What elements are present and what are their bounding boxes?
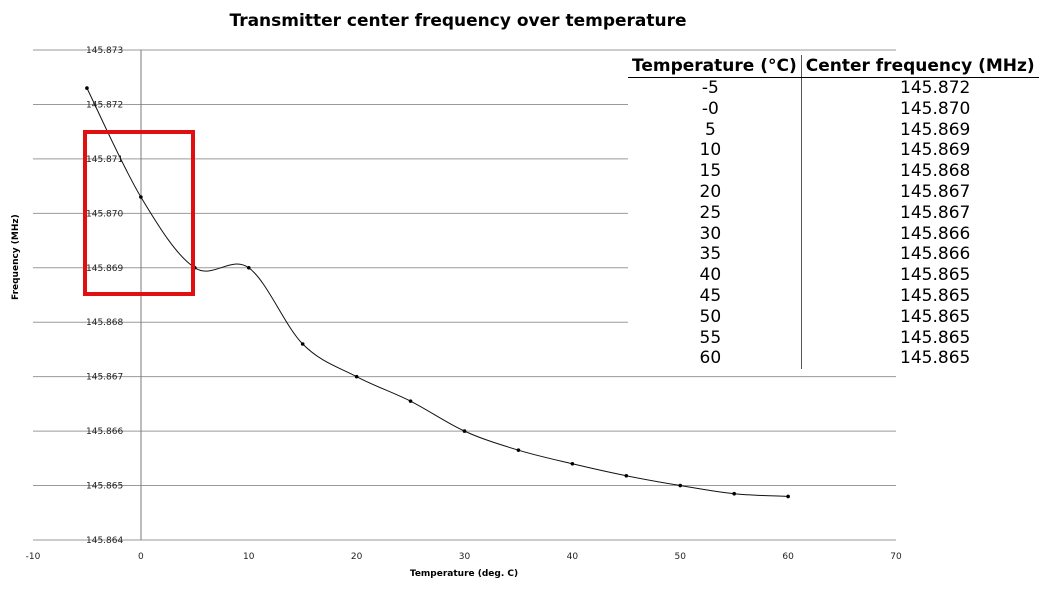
table-cell-temperature: 15 <box>628 161 802 182</box>
x-tick-label: 0 <box>138 552 144 562</box>
table-header-row: Temperature (°C) Center frequency (MHz) <box>628 55 1039 78</box>
table-cell-temperature: 20 <box>628 181 802 203</box>
y-tick-label: 145.872 <box>86 100 123 110</box>
data-point <box>678 483 683 488</box>
y-tick-label: 145.866 <box>86 427 123 437</box>
y-tick-label: 145.868 <box>86 318 123 328</box>
table-cell-frequency: 145.872 <box>900 78 971 98</box>
y-tick-label: 145.865 <box>86 482 123 492</box>
table-row: -0 145.870 <box>628 98 1039 120</box>
data-point <box>624 473 629 478</box>
table-row: 20 145.867 <box>628 181 1039 203</box>
table-cell-temperature: 25 <box>628 202 802 224</box>
data-point <box>85 86 89 90</box>
x-tick-label: 70 <box>890 552 902 562</box>
data-point <box>139 195 143 199</box>
table-cell-temperature: 30 <box>628 223 802 245</box>
data-point <box>408 399 413 403</box>
table-cell-frequency: 145.870 <box>900 98 971 119</box>
table-cell-frequency: 145.869 <box>900 140 971 161</box>
y-tick-label: 145.864 <box>86 536 123 546</box>
x-tick-label: 10 <box>243 552 255 562</box>
y-tick-label: 145.869 <box>86 264 123 274</box>
table-cell-temperature: 10 <box>628 140 802 162</box>
y-tick-label: 145.867 <box>86 373 123 383</box>
data-point <box>354 374 359 379</box>
table-row: 25 145.867 <box>628 202 1039 224</box>
table-row: 40 145.865 <box>628 265 1039 286</box>
table-cell-frequency: 145.865 <box>900 306 971 327</box>
table-cell-frequency: 145.865 <box>900 265 971 286</box>
data-point <box>570 461 575 466</box>
table-cell-temperature: -0 <box>628 98 802 120</box>
y-tick-label: 145.870 <box>86 209 123 219</box>
y-tick-label: 145.871 <box>86 155 123 165</box>
tick-labels: 145.873 145.872 145.871 145.870 145.869 145.8… <box>26 46 902 562</box>
table-header-temperature: Temperature (°C) <box>628 55 802 78</box>
table-cell-frequency: 145.866 <box>900 223 971 244</box>
table-row: 45 145.865 <box>628 285 1039 307</box>
chart-title: Transmitter center frequency over temper… <box>229 11 687 31</box>
table-cell-frequency: 145.865 <box>900 327 971 348</box>
data-point <box>300 342 305 346</box>
table-cell-temperature: 35 <box>628 244 802 266</box>
data-point <box>516 448 521 452</box>
table-cell-frequency: 145.869 <box>900 119 971 140</box>
data-point <box>786 494 790 499</box>
x-tick-label: 20 <box>351 552 363 562</box>
data-point <box>462 429 467 433</box>
x-axis-label: Temperature (deg. C) <box>409 569 519 579</box>
highlight-box <box>83 130 195 296</box>
table-cell-frequency: 145.867 <box>900 202 971 223</box>
table-cell-frequency: 145.865 <box>900 285 971 306</box>
table-row: 60 145.865 <box>628 348 1039 370</box>
table-row: 15 145.868 <box>628 161 1039 182</box>
table-cell-frequency: 145.868 <box>900 161 971 182</box>
table-cell-temperature: -5 <box>628 77 802 99</box>
table-row: 55 145.865 <box>628 327 1039 349</box>
table-cell-temperature: 60 <box>628 348 802 370</box>
table-cell-temperature: 5 <box>628 119 802 141</box>
table-cell-temperature: 45 <box>628 285 802 307</box>
x-tick-label: 40 <box>567 552 579 562</box>
data-point <box>732 491 736 496</box>
x-tick-label: 30 <box>459 552 471 562</box>
data-point <box>246 265 251 270</box>
table-cell-frequency: 145.867 <box>900 181 971 202</box>
table-cell-temperature: 50 <box>628 306 802 328</box>
table-row: 5 145.869 <box>628 119 1039 141</box>
table-cell-temperature: 40 <box>628 265 802 286</box>
table-row: 50 145.865 <box>628 306 1039 328</box>
data-table: Temperature (°C) Center frequency (MHz) … <box>628 55 1039 370</box>
table-cell-frequency: 145.865 <box>900 348 971 369</box>
table-cell-frequency: 145.866 <box>900 244 971 265</box>
x-tick-label: -10 <box>26 552 41 562</box>
table-body: -5 145.872 -0 145.870 5 145.869 10 145.869 15 145… <box>628 77 1039 370</box>
table-row: 35 145.866 <box>628 244 1039 266</box>
table-row: -5 145.872 <box>628 77 1039 99</box>
x-tick-label: 50 <box>675 552 687 562</box>
y-axis-label: Frequency (MHz) <box>11 214 21 300</box>
table-header-frequency: Center frequency (MHz) <box>801 55 1039 78</box>
table-row: 30 145.866 <box>628 223 1039 245</box>
table-cell-temperature: 55 <box>628 327 802 349</box>
x-tick-label: 60 <box>782 552 794 562</box>
table-row: 10 145.869 <box>628 140 1039 162</box>
y-tick-label: 145.873 <box>86 46 123 56</box>
